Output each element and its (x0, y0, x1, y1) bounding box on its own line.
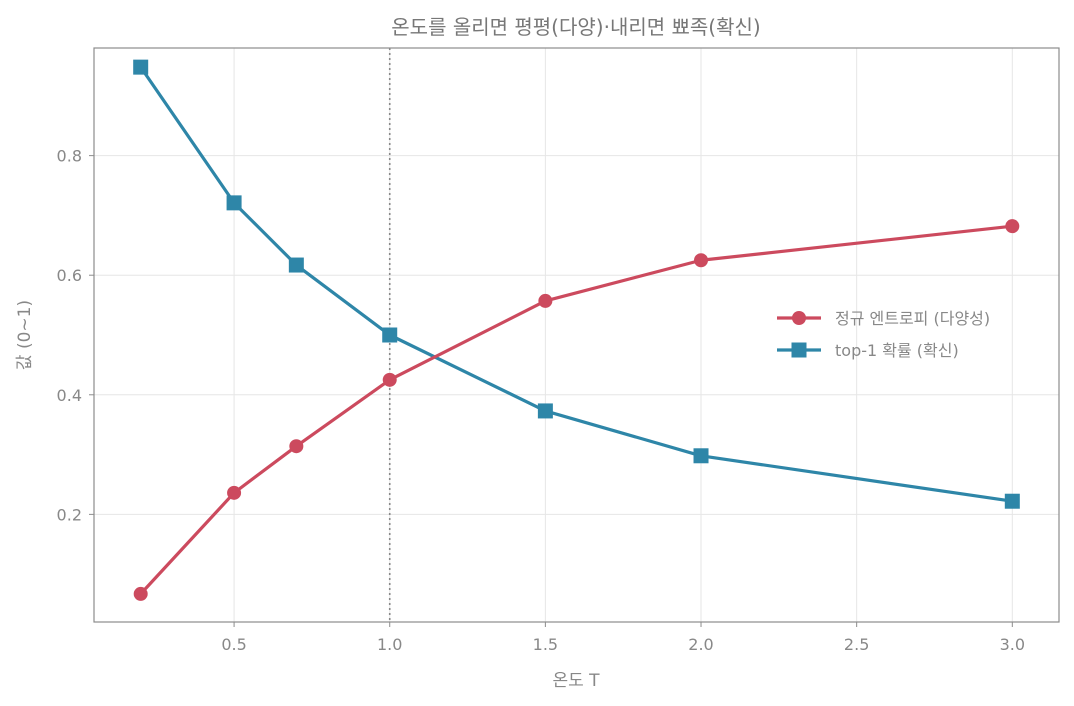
series-0-point (289, 439, 304, 454)
series-layer (133, 59, 1020, 601)
series-0 (133, 219, 1020, 601)
x-tick-label: 2.5 (844, 635, 869, 654)
series-0-point (694, 253, 709, 268)
legend-item-0: 정규 엔트로피 (다양성) (777, 309, 990, 328)
series-line-0 (139, 224, 1013, 595)
series-1-point (1004, 493, 1020, 509)
series-1-point (288, 257, 304, 273)
x-tick-label: 1.0 (377, 635, 402, 654)
grid (94, 48, 1059, 622)
series-0-point (133, 586, 148, 601)
series-1 (133, 59, 1020, 509)
series-line-1 (139, 66, 1013, 503)
y-tick-label: 0.8 (57, 147, 82, 166)
x-axis-label: 온도 T (552, 671, 600, 691)
y-tick-label: 0.4 (57, 386, 82, 405)
legend-marker (791, 342, 807, 358)
series-1-point (537, 403, 553, 419)
legend: 정규 엔트로피 (다양성) top-1 확률 (확신) (777, 309, 990, 360)
x-tick-label: 2.0 (688, 635, 713, 654)
series-0-point (382, 372, 397, 387)
series-0-point (538, 293, 553, 308)
y-tick-label: 0.6 (57, 266, 82, 285)
x-tick-label: 0.5 (221, 635, 246, 654)
plot-frame (93, 47, 1060, 623)
series-1-point (693, 448, 709, 464)
x-tick-label: 1.5 (533, 635, 558, 654)
x-tick-label: 3.0 (1000, 635, 1025, 654)
y-axis-ticks: 0.2 0.4 0.6 0.8 (57, 147, 94, 524)
y-tick-label: 0.2 (57, 505, 82, 524)
x-axis-ticks: 0.5 1.0 1.5 2.0 2.5 3.0 (221, 622, 1025, 654)
chart-title: 온도를 올리면 평평(다양)·내리면 뾰족(확신) (391, 15, 760, 39)
series-0-point (227, 485, 242, 500)
series-1-point (133, 59, 149, 75)
y-axis-label: 값 (0~1) (15, 300, 35, 370)
legend-marker (792, 311, 806, 325)
legend-label: 정규 엔트로피 (다양성) (835, 309, 990, 328)
legend-item-1: top-1 확률 (확신) (777, 341, 959, 360)
series-1-point (382, 327, 398, 343)
series-1-point (226, 195, 242, 211)
series-0-point (1005, 219, 1020, 234)
legend-label: top-1 확률 (확신) (835, 341, 959, 360)
